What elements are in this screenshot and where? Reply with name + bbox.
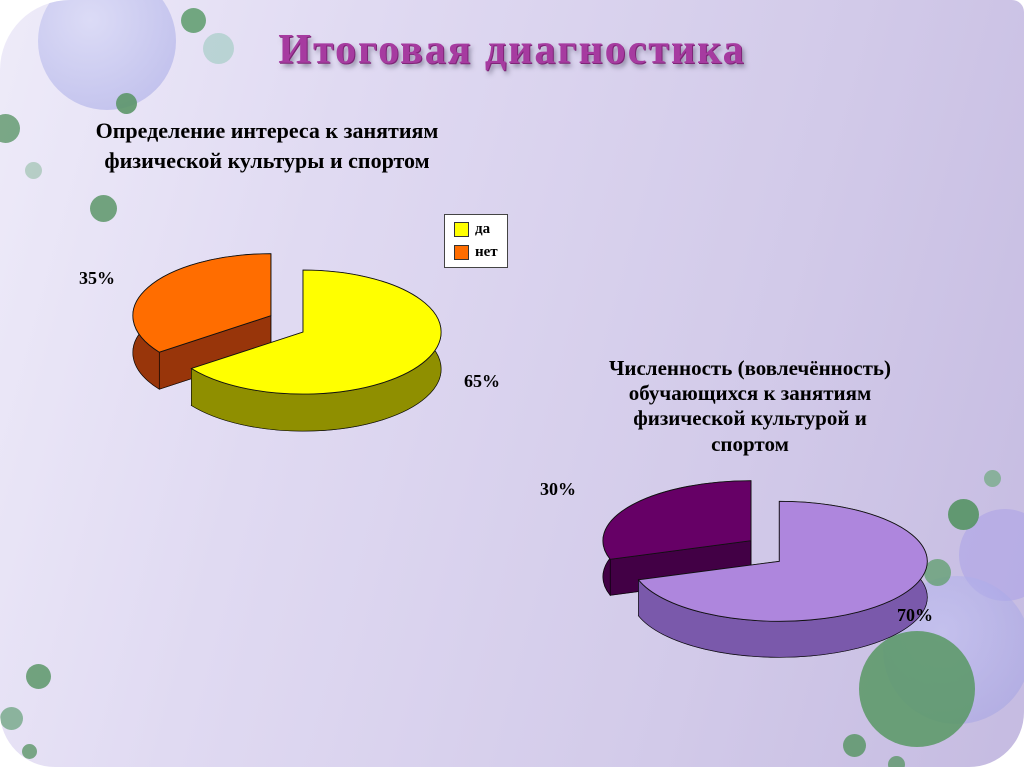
- pie1-value-label-yes: 65%: [464, 371, 500, 391]
- legend-swatch-no: [454, 245, 469, 260]
- right-chart-title-line1: Численность (вовлечённость): [608, 356, 892, 380]
- legend-label-no: нет: [475, 244, 498, 260]
- decorative-circle-green: [984, 470, 1001, 487]
- decorative-circle-green: [843, 734, 866, 757]
- pie-chart-1: [132, 253, 442, 432]
- decorative-circle-green: [116, 93, 137, 114]
- left-chart-title: Определение интереса к занятиям физическ…: [42, 116, 492, 175]
- right-chart-title-line3: физической культурой и: [633, 406, 867, 431]
- decorative-circle-green-large: [859, 631, 975, 747]
- decorative-circle-green: [90, 195, 117, 222]
- decorative-circle-blue-large: [38, 0, 176, 110]
- legend-item-no: нет: [454, 244, 498, 261]
- decorative-circle-green: [22, 744, 37, 759]
- right-chart-title-line2: обучающихся к занятиям: [628, 381, 872, 406]
- pie2-value-label-minor: 30%: [540, 479, 576, 499]
- decorative-circle-teal: [203, 33, 234, 64]
- pie-chart-2: [602, 480, 928, 658]
- right-chart-title: Численность (вовлечённость) обучающихся …: [560, 356, 940, 457]
- decorative-circle-green: [181, 8, 206, 33]
- legend-item-yes: да: [454, 221, 498, 238]
- decorative-circle-green: [924, 559, 951, 586]
- legend-label-yes: да: [475, 221, 491, 237]
- decorative-circle-green: [948, 499, 979, 530]
- slide-title: Итоговая диагностика: [278, 27, 746, 73]
- left-chart-title-line2: физической культуры и спортом: [104, 147, 430, 173]
- pie1-value-label-no: 35%: [79, 268, 115, 288]
- left-chart-legend: да нет: [444, 214, 508, 268]
- decorative-circle-green: [26, 664, 51, 689]
- legend-swatch-yes: [454, 222, 469, 237]
- pie2-value-label-major: 70%: [897, 605, 933, 625]
- decorative-circle-green-faint: [25, 162, 42, 179]
- decorative-circle-green: [888, 756, 905, 767]
- decorative-circle-green: [0, 707, 23, 730]
- right-chart-title-line4: спортом: [711, 431, 789, 456]
- decorative-circle-green: [0, 114, 20, 143]
- left-chart-title-line1: Определение интереса к занятиям: [95, 118, 439, 143]
